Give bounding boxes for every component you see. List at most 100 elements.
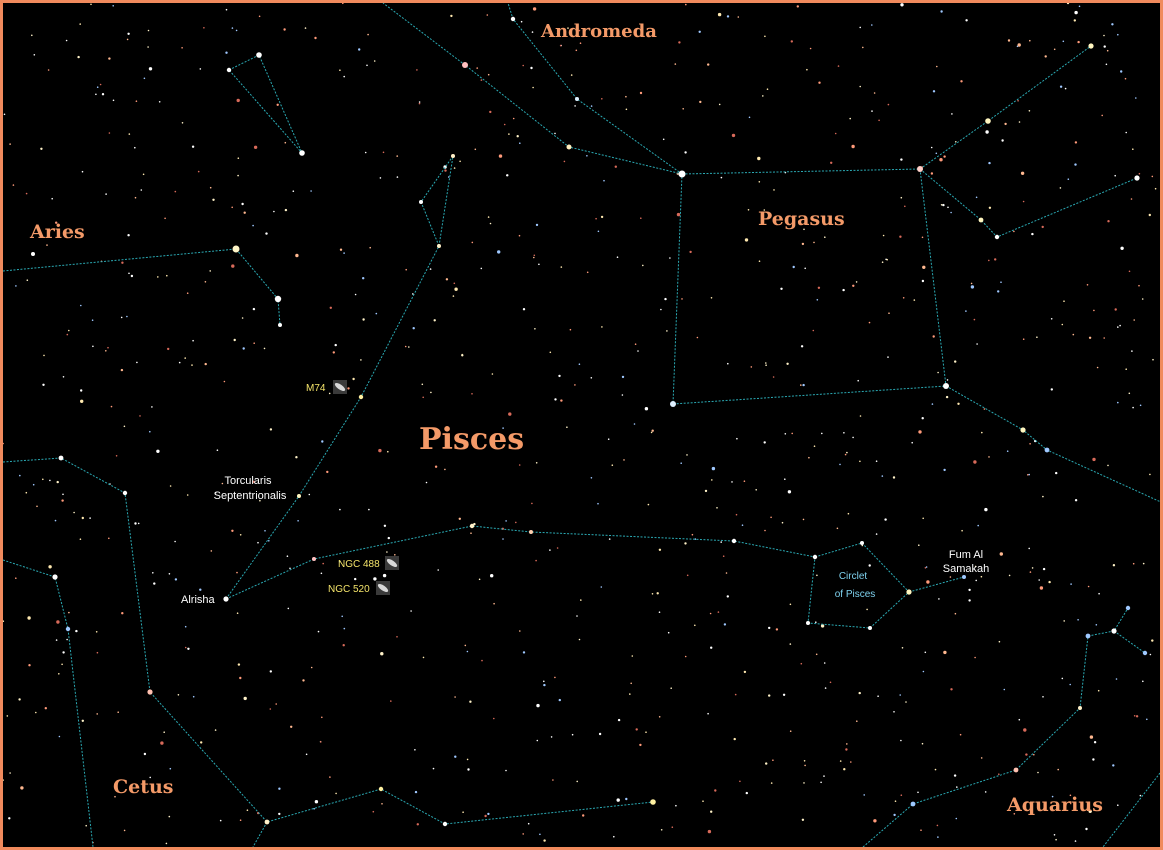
background-star (763, 441, 766, 444)
bright-star[interactable] (575, 97, 579, 101)
background-star (1000, 281, 1002, 284)
bright-star[interactable] (147, 689, 153, 695)
label-circlet-line1[interactable]: Circlet (839, 571, 868, 582)
label-pisces[interactable]: Pisces (419, 422, 524, 457)
bright-star[interactable] (232, 245, 240, 253)
bright-star[interactable] (31, 252, 35, 256)
bright-star[interactable] (812, 554, 818, 560)
bright-star[interactable] (1142, 650, 1148, 656)
galaxy-ngc488-icon[interactable] (385, 556, 399, 570)
star-chart[interactable]: Andromeda Aries Pegasus Pisces Cetus Aqu… (3, 3, 1160, 847)
label-fum-line1[interactable]: Fum Al (949, 549, 983, 561)
bright-star[interactable] (906, 589, 912, 595)
background-star (149, 430, 151, 433)
background-star (780, 287, 783, 290)
label-ngc488[interactable]: NGC 488 (338, 559, 380, 570)
background-star (839, 463, 841, 466)
bright-star[interactable] (462, 62, 468, 68)
background-star (1042, 495, 1044, 498)
label-torcularis-line2[interactable]: Septentrionalis (214, 490, 287, 502)
background-star (597, 502, 599, 505)
label-circlet-line2[interactable]: of Pisces (835, 589, 876, 600)
bright-star[interactable] (1134, 175, 1140, 181)
bright-star[interactable] (378, 786, 384, 792)
bright-star[interactable] (994, 234, 1000, 240)
bright-star[interactable] (510, 16, 516, 22)
bright-star[interactable] (566, 144, 572, 150)
bright-star[interactable] (297, 494, 301, 498)
bright-star[interactable] (1088, 43, 1094, 49)
bright-star[interactable] (65, 626, 71, 632)
bright-star[interactable] (978, 217, 984, 223)
background-star (905, 701, 907, 703)
label-alrisha[interactable]: Alrisha (181, 594, 216, 606)
bright-star[interactable] (274, 295, 282, 303)
background-star (631, 655, 634, 657)
label-andromeda[interactable]: Andromeda (540, 21, 657, 42)
background-star (416, 823, 419, 826)
bright-star[interactable] (358, 394, 364, 400)
bright-star[interactable] (650, 799, 656, 805)
background-star (875, 533, 878, 535)
label-pegasus[interactable]: Pegasus (758, 208, 845, 230)
bright-star[interactable] (1125, 605, 1131, 611)
bright-star[interactable] (451, 154, 455, 158)
bright-star[interactable] (52, 574, 58, 580)
background-star (866, 608, 868, 611)
background-star (1151, 639, 1154, 642)
background-star (466, 758, 469, 761)
bright-star[interactable] (962, 575, 966, 579)
bright-star[interactable] (1020, 427, 1026, 433)
bright-star[interactable] (419, 200, 423, 204)
bright-star[interactable] (442, 821, 448, 827)
bright-star[interactable] (437, 244, 441, 248)
bright-star[interactable] (58, 455, 64, 461)
bright-star[interactable] (264, 819, 270, 825)
background-star (1117, 401, 1119, 404)
background-star (600, 215, 604, 219)
background-star (856, 720, 858, 722)
galaxy-ngc520-icon[interactable] (376, 581, 390, 595)
background-star (852, 284, 855, 287)
bright-star[interactable] (860, 541, 864, 545)
bright-star[interactable] (278, 323, 282, 327)
bright-star[interactable] (943, 383, 949, 389)
galaxy-m74-icon[interactable] (333, 380, 347, 394)
bright-star[interactable] (917, 166, 923, 172)
bright-star[interactable] (469, 523, 475, 529)
label-ngc520[interactable]: NGC 520 (328, 584, 370, 595)
label-torcularis-line1[interactable]: Torcularis (224, 475, 272, 487)
label-m74[interactable]: M74 (306, 383, 326, 394)
bright-star[interactable] (910, 801, 916, 807)
background-star (450, 14, 453, 18)
background-star (55, 639, 58, 641)
bright-star[interactable] (670, 401, 676, 407)
bright-star[interactable] (731, 538, 737, 544)
bright-star[interactable] (678, 170, 686, 178)
background-star (252, 224, 254, 227)
bright-star[interactable] (226, 67, 232, 73)
label-aries[interactable]: Aries (29, 221, 85, 243)
label-aquarius[interactable]: Aquarius (1006, 794, 1103, 816)
bright-star[interactable] (806, 621, 810, 625)
background-star (747, 209, 750, 211)
background-star (225, 51, 228, 54)
label-fum-line2[interactable]: Samakah (943, 563, 989, 575)
background-star (1087, 585, 1090, 588)
bright-star[interactable] (985, 118, 991, 124)
bright-star[interactable] (223, 596, 229, 602)
bright-star[interactable] (868, 626, 872, 630)
background-star (603, 179, 605, 182)
bright-star[interactable] (312, 557, 316, 561)
bright-star[interactable] (299, 150, 305, 156)
label-cetus[interactable]: Cetus (113, 776, 174, 798)
bright-star[interactable] (1013, 767, 1019, 773)
bright-star[interactable] (122, 490, 128, 496)
bright-star[interactable] (1044, 447, 1050, 453)
bright-star[interactable] (1078, 706, 1082, 710)
bright-star[interactable] (1111, 628, 1117, 634)
background-star (1053, 834, 1056, 836)
bright-star[interactable] (529, 530, 533, 534)
bright-star[interactable] (256, 52, 262, 58)
bright-star[interactable] (1085, 633, 1091, 639)
